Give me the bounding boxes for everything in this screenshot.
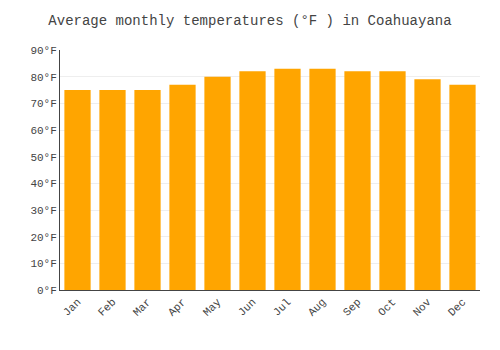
svg-text:Mar: Mar: [131, 296, 153, 318]
svg-text:Nov: Nov: [411, 296, 434, 319]
svg-text:40°F: 40°F: [30, 178, 56, 190]
svg-text:80°F: 80°F: [30, 72, 56, 84]
svg-text:70°F: 70°F: [30, 98, 56, 110]
svg-text:Average monthly temperatures (: Average monthly temperatures (°F ) in Co…: [48, 13, 451, 29]
svg-text:Oct: Oct: [376, 296, 398, 318]
svg-text:Jan: Jan: [61, 296, 83, 318]
svg-text:Sep: Sep: [341, 296, 363, 318]
svg-text:50°F: 50°F: [30, 152, 56, 164]
svg-text:Apr: Apr: [166, 296, 188, 318]
svg-text:20°F: 20°F: [30, 232, 56, 244]
svg-text:May: May: [201, 296, 224, 319]
svg-text:60°F: 60°F: [30, 125, 56, 137]
svg-text:Jul: Jul: [271, 296, 293, 318]
svg-text:Feb: Feb: [96, 296, 118, 318]
svg-text:30°F: 30°F: [30, 205, 56, 217]
svg-text:0°F: 0°F: [37, 285, 57, 297]
svg-text:10°F: 10°F: [30, 258, 56, 270]
svg-text:Jun: Jun: [236, 296, 258, 318]
svg-text:90°F: 90°F: [30, 45, 56, 57]
svg-text:Aug: Aug: [306, 296, 328, 318]
svg-text:Dec: Dec: [446, 296, 468, 318]
